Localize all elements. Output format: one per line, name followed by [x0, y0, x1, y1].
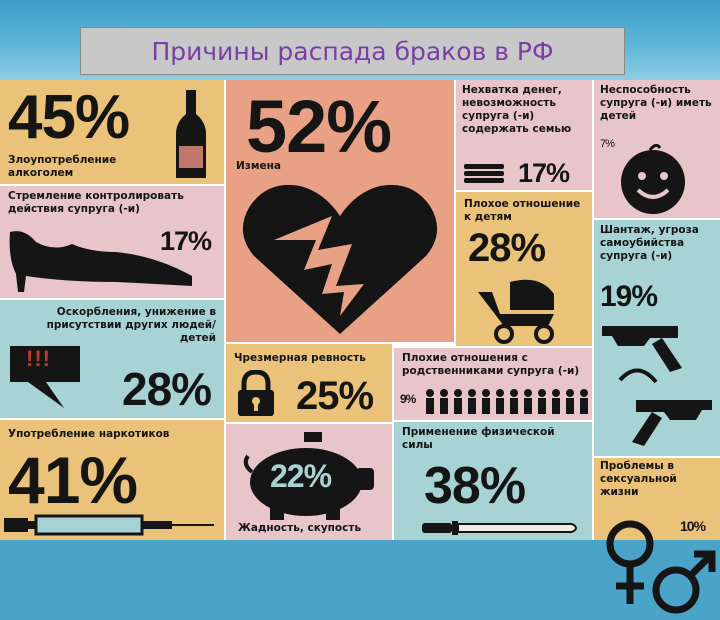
cell-children: Плохое отношение к детям 28%	[456, 192, 592, 346]
cell-infertile: Неспособность супруга (-и) иметь детей 7…	[594, 80, 720, 218]
infographic: 45% Злоупотребление алкоголем Стремление…	[0, 80, 720, 614]
greed-label: Жадность, скупость	[238, 522, 362, 534]
page-title: Причины распада браков в РФ	[151, 36, 554, 66]
relatives-label: Плохие отношения с родственниками супруг…	[402, 352, 580, 377]
cell-greed: 22% Жадность, скупость	[226, 424, 392, 540]
sexual-percent: 10%	[680, 518, 706, 534]
syringe-icon	[4, 514, 214, 536]
gender-symbols-icon	[606, 520, 716, 614]
shoe-icon	[9, 231, 192, 292]
violence-percent: 38%	[424, 457, 526, 515]
cheating-label: Измена	[236, 160, 281, 172]
piggy-bank-icon	[243, 432, 374, 520]
sexual-label: Проблемы в сексуальной жизни	[600, 460, 677, 498]
people-row-icon	[426, 389, 588, 414]
relatives-percent: 9%	[400, 392, 416, 406]
jealousy-percent: 25%	[296, 374, 374, 418]
broken-heart-icon	[242, 184, 438, 334]
violence-label: Применение физической силы	[402, 426, 555, 451]
title-box: Причины распада браков в РФ	[80, 27, 625, 75]
greed-percent: 22%	[270, 458, 332, 494]
drugs-percent: 41%	[8, 443, 138, 517]
cell-insults: Оскорбления, унижение в присутствии друг…	[0, 300, 224, 418]
alcohol-label: Злоупотребление алкоголем	[8, 154, 117, 179]
coins-icon	[464, 164, 504, 183]
insults-percent: 28%	[122, 363, 212, 415]
drugs-label: Употребление наркотиков	[8, 428, 170, 440]
cell-money: Нехватка денег, невозможность супруга (-…	[456, 80, 592, 190]
control-label: Стремление контролировать действия супру…	[8, 190, 184, 215]
baby-face-icon	[621, 143, 685, 214]
cell-sexual: Проблемы в сексуальной жизни 10%	[594, 458, 720, 540]
cell-violence: Применение физической силы 38%	[394, 422, 592, 540]
cheating-percent: 52%	[246, 85, 392, 168]
money-label: Нехватка денег, невозможность супруга (-…	[462, 84, 572, 135]
cell-drugs: Употребление наркотиков 41%	[0, 420, 224, 540]
children-percent: 28%	[468, 226, 546, 270]
stroller-icon	[478, 279, 554, 344]
knife-icon	[422, 521, 577, 535]
money-percent: 17%	[518, 158, 570, 188]
blackmail-percent: 19%	[600, 280, 658, 313]
children-label: Плохое отношение к детям	[464, 198, 581, 223]
cell-relatives: Плохие отношения с родственниками супруг…	[394, 348, 592, 420]
speech-bubble-icon	[10, 346, 80, 408]
alcohol-percent: 45%	[8, 83, 130, 152]
insults-label: Оскорбления, унижение в присутствии друг…	[46, 306, 216, 344]
cell-blackmail: Шантаж, угроза самоубийства супруга (-и)…	[594, 220, 720, 456]
cell-jealousy: Чрезмерная ревность 25%	[226, 344, 392, 422]
cell-cheating: 52% Измена	[226, 80, 454, 342]
jealousy-label: Чрезмерная ревность	[234, 352, 366, 364]
padlock-icon	[238, 370, 274, 416]
exclamation-mark: !!!	[26, 346, 51, 371]
blackmail-label: Шантаж, угроза самоубийства супруга (-и)	[600, 224, 699, 262]
infertile-percent: 7%	[600, 138, 615, 150]
cell-control: Стремление контролировать действия супру…	[0, 186, 224, 298]
infertile-label: Неспособность супруга (-и) иметь детей	[600, 84, 712, 122]
guns-icon	[602, 326, 712, 446]
control-percent: 17%	[160, 226, 212, 256]
bottle-icon	[176, 90, 206, 178]
cell-alcohol: 45% Злоупотребление алкоголем	[0, 80, 224, 184]
